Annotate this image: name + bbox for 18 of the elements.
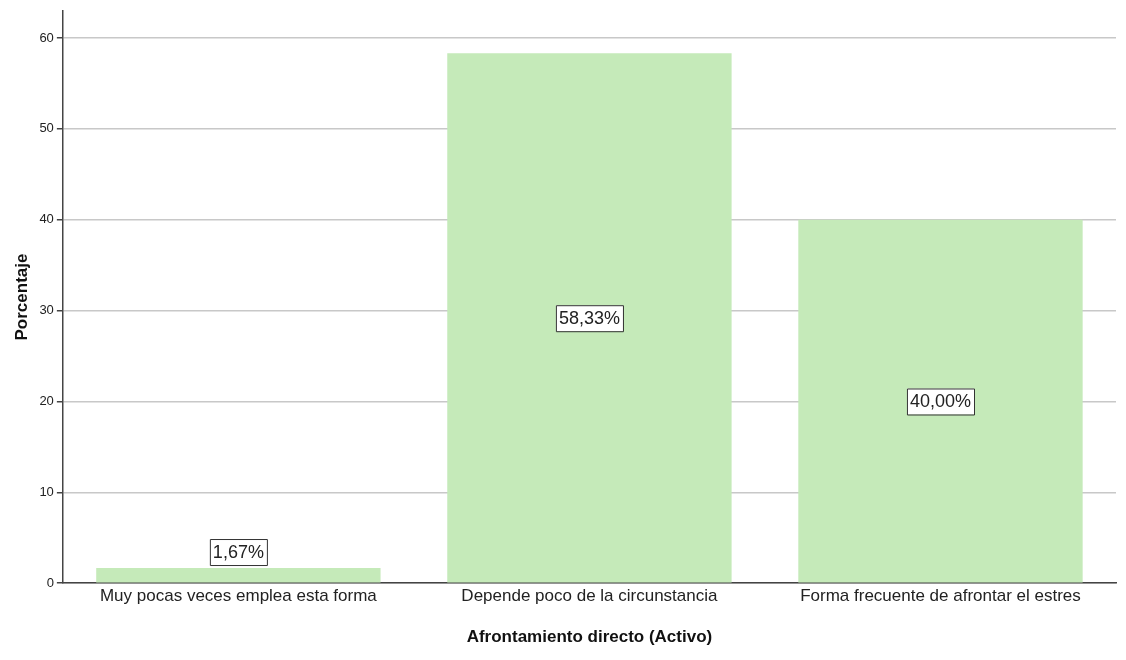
data-label: 40,00%	[909, 391, 972, 412]
data-label: 1,67%	[212, 542, 264, 562]
x-tick-label: Depende poco de la circunstancia	[461, 586, 719, 606]
y-tick-label: 20	[39, 393, 54, 409]
x-tick-label: Forma frecuente de afrontar el estres	[800, 586, 1081, 606]
y-tick-label: 60	[39, 29, 54, 45]
y-tick-label: 10	[39, 483, 54, 499]
bar	[798, 219, 1083, 583]
y-tick-label: 0	[46, 574, 54, 590]
data-label: 58,33%	[558, 308, 620, 329]
bar	[96, 568, 381, 583]
x-tick-label: Muy pocas veces emplea esta forma	[99, 586, 378, 606]
y-tick-label: 40	[39, 211, 54, 227]
y-axis-title: Porcentaje	[11, 253, 31, 341]
x-axis-title: Afrontamiento directo (Activo)	[466, 627, 713, 647]
y-tick-label: 30	[39, 302, 54, 318]
y-tick-label: 50	[39, 120, 54, 136]
bar	[447, 53, 732, 583]
